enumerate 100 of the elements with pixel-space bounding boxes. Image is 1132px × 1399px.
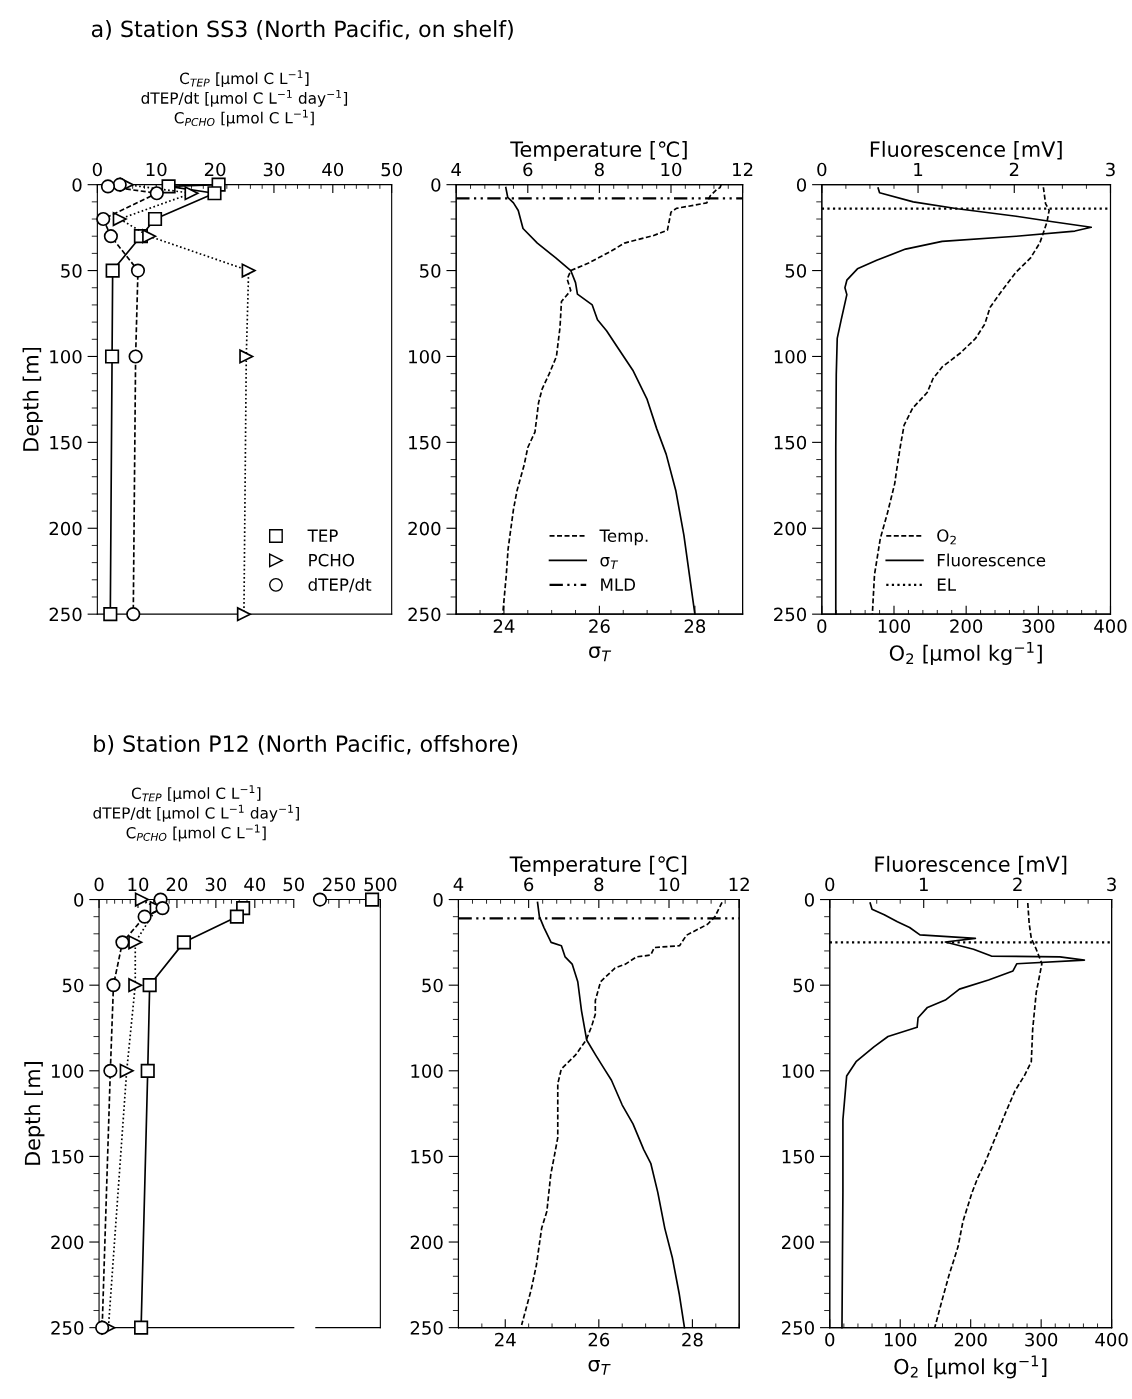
point <box>104 349 120 364</box>
point <box>103 229 118 244</box>
x2-tick-label: 2 <box>1009 162 1019 177</box>
y-tick-label: 150 <box>411 1149 443 1164</box>
x2-tick-label: 1 <box>914 162 923 177</box>
point <box>140 1063 155 1078</box>
x-tick-label: 100 <box>878 619 911 633</box>
point <box>105 263 120 278</box>
x2-tick-label: 6 <box>524 877 534 892</box>
point <box>236 607 252 622</box>
y-tick-label: 50 <box>793 978 814 993</box>
y-tick-label: 50 <box>422 978 443 993</box>
x-tick-label: 50 <box>283 877 305 892</box>
x-tick-label: 26 <box>588 1332 610 1347</box>
y-tick-label: 100 <box>774 349 807 364</box>
x-tick-label: 400 <box>1095 1332 1128 1347</box>
x2-axis-title: Temperature [℃] <box>509 855 687 876</box>
point <box>128 935 143 950</box>
point <box>229 909 244 924</box>
y-axis-title: Depth [m] <box>22 347 43 451</box>
x-tick-label: 100 <box>884 1332 917 1347</box>
point <box>207 186 222 201</box>
x2-tick-label: 2 <box>1013 877 1022 891</box>
point <box>134 1320 149 1335</box>
x2-tick-label: 3 <box>1107 877 1116 892</box>
point <box>184 186 199 201</box>
point <box>106 978 121 993</box>
y-tick-label: 0 <box>796 178 807 192</box>
y-tick-label: 250 <box>410 1321 443 1335</box>
point <box>119 1063 134 1078</box>
x-tick-label: 28 <box>682 1332 703 1347</box>
y-tick-label: 0 <box>433 893 443 907</box>
y-tick-label: 250 <box>408 607 441 622</box>
point <box>95 1320 110 1335</box>
point <box>241 263 256 278</box>
x-tick-label: 10 <box>128 877 149 892</box>
y-axis-title: Depth [m] <box>24 1062 45 1165</box>
x-tick-label: 200 <box>950 619 983 633</box>
x2-tick-label: 8 <box>594 162 604 177</box>
x-tick-label: 300 <box>1022 619 1055 633</box>
legend-label: TEP <box>307 529 338 542</box>
x-tick-label: 250 <box>323 877 356 892</box>
point <box>239 349 254 364</box>
y-tick-label: 50 <box>785 264 807 278</box>
y-tick-label: 150 <box>782 1149 814 1164</box>
y-tick-label: 100 <box>782 1064 814 1078</box>
point <box>142 978 157 993</box>
x-tick-label: 30 <box>263 162 285 177</box>
chart-title: a) Station SS3 (North Pacific, on shelf) <box>91 20 513 40</box>
x-tick-label: 0 <box>92 162 102 177</box>
point <box>142 229 157 244</box>
x-axis-title: O$_{2}$ [µmol kg$^{−1}$] <box>889 642 1042 665</box>
x-tick-label: 10 <box>146 162 167 177</box>
point <box>112 211 127 227</box>
point <box>126 607 141 622</box>
y-tick-label: 100 <box>50 349 82 364</box>
x-axis-title: σ$_{T}$ <box>588 1359 611 1375</box>
x-tick-label: 300 <box>1025 1332 1058 1347</box>
x2-tick-label: 8 <box>594 877 604 892</box>
x-tick-label: 0 <box>94 877 104 892</box>
x-tick-label: 30 <box>205 877 227 892</box>
y-tick-label: 200 <box>774 521 807 536</box>
x2-tick-label: 12 <box>733 162 753 177</box>
legend-label: PCHO <box>309 553 354 567</box>
point <box>128 349 143 364</box>
x2-tick-label: 3 <box>1106 162 1115 177</box>
text: C$_{TEP}$ [µmol C L$^{−1}$] dTEP/dt [µmol C L$^{−1}$ day$^{−1}$] C$_{PCHO}$ [µmol C L$^{−1}$] <box>93 785 299 842</box>
y-tick-label: 200 <box>51 1235 84 1250</box>
x2-tick-label: 6 <box>523 162 533 177</box>
y-tick-label: 200 <box>410 1235 443 1250</box>
y-tick-label: 250 <box>774 607 807 622</box>
x-tick-label: 0 <box>825 1332 835 1347</box>
legend-label: Temp. <box>599 529 648 546</box>
y-tick-label: 100 <box>409 349 441 364</box>
y-tick-label: 200 <box>49 521 82 536</box>
x-tick-label: 200 <box>954 1332 987 1347</box>
legend-label: dTEP/dt <box>308 578 372 593</box>
y-tick-label: 0 <box>72 178 82 192</box>
point <box>137 909 152 924</box>
x2-axis-title: Fluorescence [mV] <box>870 140 1062 160</box>
x2-tick-label: 4 <box>453 877 464 891</box>
x-tick-label: 40 <box>322 162 344 177</box>
y-tick-label: 100 <box>51 1064 84 1078</box>
x-tick-label: 20 <box>204 162 226 177</box>
x-tick-label: 20 <box>166 877 188 892</box>
x-tick-label: 28 <box>684 619 706 633</box>
point <box>103 607 118 622</box>
x-tick-label: 50 <box>381 162 402 177</box>
x-tick-label: 0 <box>817 619 827 633</box>
y-tick-label: 150 <box>50 435 82 450</box>
point <box>149 186 164 201</box>
y-tick-label: 0 <box>804 893 814 907</box>
legend-label: EL <box>937 578 956 591</box>
x-tick-label: 24 <box>493 619 515 633</box>
point <box>130 263 146 278</box>
x-tick-label: 24 <box>495 1332 516 1347</box>
y-tick-label: 100 <box>411 1064 443 1078</box>
x2-tick-label: 4 <box>451 162 461 177</box>
point <box>103 1063 118 1078</box>
y-tick-label: 0 <box>431 178 441 192</box>
